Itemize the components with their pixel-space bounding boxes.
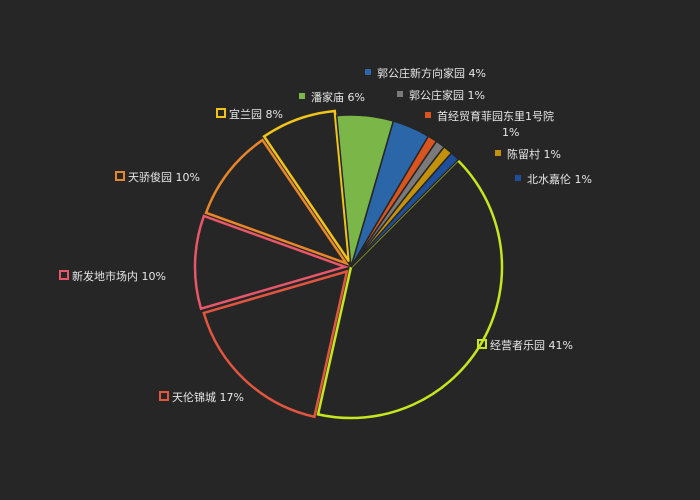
pie-label: 天伦锦城 17% (159, 390, 244, 404)
legend-marker (425, 112, 431, 118)
pie-slice[interactable] (350, 151, 460, 268)
pie-label: 宜兰园 8% (216, 107, 283, 121)
pie-labels: 经营者乐园 41% 天伦锦城 17% 新发地市场内 10% 天骄俊园 10% 宜兰园 8… (59, 66, 592, 404)
pie-label: 郭公庄家园 1% (397, 88, 485, 102)
slice-label-text: 郭公庄新方向家园 4% (377, 66, 486, 80)
slice-label-text: 潘家庙 6% (311, 90, 365, 104)
pie-label: 北水嘉伦 1% (515, 172, 592, 186)
pie-label: 天骄俊园 10% (115, 170, 200, 184)
legend-marker (365, 69, 371, 75)
pie-slice[interactable] (202, 269, 349, 419)
slice-label-text: 陈留村 1% (507, 147, 561, 161)
pie-slices (193, 109, 504, 420)
legend-marker (216, 108, 226, 118)
pie-slice[interactable] (204, 138, 350, 266)
pie-label: 郭公庄新方向家园 4% (365, 66, 486, 80)
legend-marker (477, 339, 487, 349)
pie-label: 首经贸育菲园东里1号院 1% (425, 109, 554, 139)
pie-label: 经营者乐园 41% (477, 338, 573, 352)
pie-slice[interactable] (262, 109, 351, 263)
slice-label-text: 天伦锦城 17% (172, 390, 244, 404)
slice-label-text: 宜兰园 8% (229, 107, 283, 121)
legend-marker (115, 171, 125, 181)
slice-label-text: 新发地市场内 10% (72, 269, 166, 283)
slice-label-text: 郭公庄家园 1% (409, 88, 485, 102)
pie-label: 陈留村 1% (495, 147, 561, 161)
slice-label-percent: 1% (502, 126, 519, 139)
slice-label-text: 经营者乐园 41% (490, 338, 573, 352)
slice-label-text: 首经贸育菲园东里1号院 (437, 109, 554, 123)
slice-label-text: 北水嘉伦 1% (527, 172, 592, 186)
legend-marker (515, 175, 521, 181)
pie-label: 潘家庙 6% (299, 90, 365, 104)
pie-slice[interactable] (193, 214, 350, 311)
legend-marker (59, 270, 69, 280)
legend-marker (159, 391, 169, 401)
pie-label: 新发地市场内 10% (59, 269, 166, 283)
legend-marker (299, 93, 305, 99)
slice-label-text: 天骄俊园 10% (128, 170, 200, 184)
legend-marker (495, 150, 501, 156)
legend-marker (397, 91, 403, 97)
